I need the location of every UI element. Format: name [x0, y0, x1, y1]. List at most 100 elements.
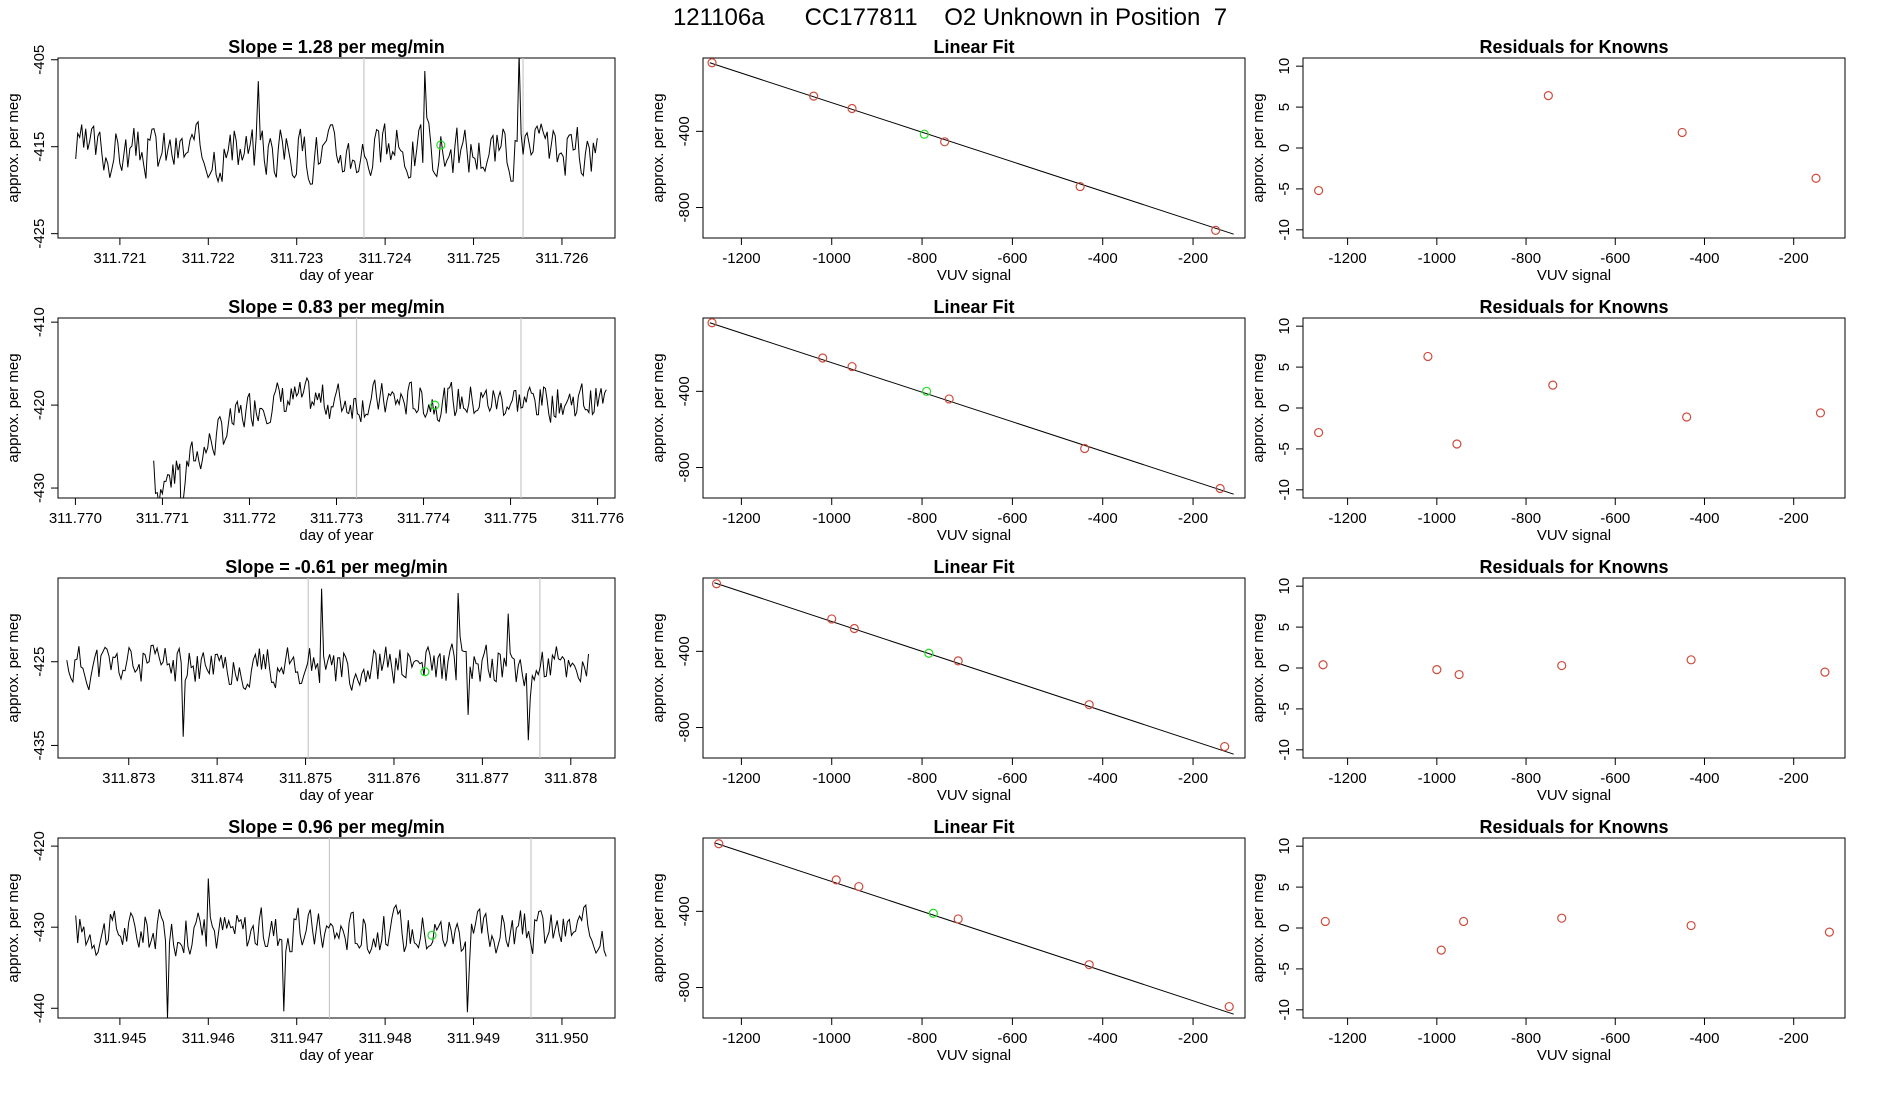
residual-point [1548, 380, 1558, 390]
residual-point [1436, 945, 1446, 955]
x-tick-label: -200 [1779, 1030, 1809, 1047]
x-tick-label: 311.874 [191, 770, 244, 787]
y-tick-label: 5 [1276, 103, 1293, 111]
residual-point [1824, 927, 1834, 937]
plot-area [707, 58, 1234, 235]
x-tick-label: 311.773 [310, 510, 363, 527]
plot-area [75, 58, 598, 238]
y-tick-label: -800 [676, 713, 693, 743]
x-tick-label: 311.725 [447, 250, 500, 267]
x-axis-label: VUV signal [1537, 787, 1611, 804]
plot-frame [57, 837, 616, 1019]
x-tick-label: -400 [1689, 250, 1719, 267]
y-tick-label: -425 [31, 647, 48, 677]
panel-title: Residuals for Knowns [1479, 557, 1668, 577]
plot-area [1314, 91, 1821, 196]
signal-trace [66, 588, 589, 741]
known-standard-point [847, 361, 857, 372]
x-tick-label: -600 [1600, 770, 1630, 787]
x-tick-label: -200 [1779, 510, 1809, 527]
panel-2-residuals: Residuals for Knowns -1200 -1000 -800 -600 -4… [1250, 297, 1846, 544]
x-tick-label: -1200 [1328, 1030, 1366, 1047]
known-standard-point [1211, 225, 1221, 235]
plot-frame [702, 57, 1246, 239]
known-standard-point [953, 914, 963, 924]
unknown-sample-point [436, 140, 446, 150]
plot-area [1320, 913, 1834, 955]
x-tick-label: 311.776 [571, 510, 624, 527]
panel-title: Slope = 0.83 per meg/min [228, 297, 445, 317]
y-tick-label: -400 [676, 116, 693, 146]
y-tick-label: -405 [31, 45, 48, 75]
residual-point [1458, 916, 1469, 927]
x-tick-label: -800 [907, 510, 937, 527]
known-standard-point [831, 875, 841, 885]
residual-point [1320, 916, 1330, 927]
y-axis-label: approx. per meg [1250, 353, 1267, 462]
x-axis-label: VUV signal [1537, 1047, 1611, 1064]
x-tick-label: 311.726 [535, 250, 588, 267]
y-tick-label: -10 [1276, 479, 1293, 501]
y-axis-label: approx. per meg [650, 93, 667, 202]
panel-title: Residuals for Knowns [1479, 817, 1668, 837]
plot-area [1318, 655, 1830, 680]
x-tick-label: -800 [1511, 770, 1541, 787]
plot-area [707, 318, 1234, 495]
y-tick-label: -415 [31, 132, 48, 162]
x-tick-label: -200 [1779, 250, 1809, 267]
known-standard-point [714, 839, 724, 849]
y-tick-label: -425 [31, 219, 48, 249]
x-tick-label: -800 [1511, 1030, 1541, 1047]
known-standard-point [953, 656, 963, 666]
y-tick-label: -5 [1276, 442, 1293, 455]
panel-title: Linear Fit [933, 37, 1014, 57]
y-tick-label: 10 [1276, 58, 1293, 75]
panel-4-residuals: Residuals for Knowns -1200 -1000 -800 -600 -4… [1250, 817, 1846, 1064]
x-tick-label: 311.721 [93, 250, 146, 267]
residual-point [1423, 351, 1433, 362]
x-tick-label: -1200 [722, 770, 760, 787]
known-standard-point [1220, 741, 1230, 752]
x-axis-label: VUV signal [937, 267, 1011, 284]
x-tick-label: -1200 [1328, 250, 1366, 267]
unknown-sample-point [427, 930, 437, 940]
y-tick-label: 5 [1276, 623, 1293, 631]
panel-title: Residuals for Knowns [1479, 297, 1668, 317]
panel-title: Linear Fit [933, 557, 1014, 577]
y-tick-label: -10 [1276, 219, 1293, 241]
plot-area [153, 318, 607, 498]
x-tick-label: -400 [1689, 1030, 1719, 1047]
residual-point [1686, 920, 1696, 931]
y-tick-label: -430 [31, 473, 48, 503]
plot-area [714, 839, 1234, 1015]
y-axis-label: approx. per meg [5, 93, 22, 202]
y-tick-label: 5 [1276, 363, 1293, 371]
unknown-sample-point [924, 648, 934, 658]
residual-point [1314, 427, 1324, 438]
panel-title: Residuals for Knowns [1479, 37, 1668, 57]
y-tick-label: 0 [1276, 924, 1293, 932]
known-standard-point [1084, 960, 1094, 970]
y-tick-label: -400 [676, 636, 693, 666]
y-tick-label: 10 [1276, 578, 1293, 595]
x-tick-label: -200 [1779, 770, 1809, 787]
fit-line [714, 842, 1234, 1015]
y-tick-label: 0 [1276, 144, 1293, 152]
x-tick-label: -200 [1178, 250, 1208, 267]
figure-title: 121106a CC177811 O2 Unknown in Position … [672, 4, 1228, 31]
x-tick-label: -1000 [1418, 1030, 1456, 1047]
x-tick-label: -1200 [722, 250, 760, 267]
plot-area [75, 838, 607, 1018]
x-tick-label: 311.950 [535, 1030, 588, 1047]
x-axis-label: day of year [299, 267, 373, 284]
known-standard-point [707, 318, 717, 328]
x-tick-label: -600 [997, 1030, 1027, 1047]
x-tick-label: -600 [997, 510, 1027, 527]
x-tick-label: -200 [1178, 1030, 1208, 1047]
y-tick-label: -400 [676, 896, 693, 926]
residual-point [1820, 667, 1830, 677]
residual-point [1314, 185, 1324, 196]
y-tick-label: -10 [1276, 999, 1293, 1021]
x-axis-label: VUV signal [1537, 267, 1611, 284]
panel-title: Linear Fit [933, 817, 1014, 837]
